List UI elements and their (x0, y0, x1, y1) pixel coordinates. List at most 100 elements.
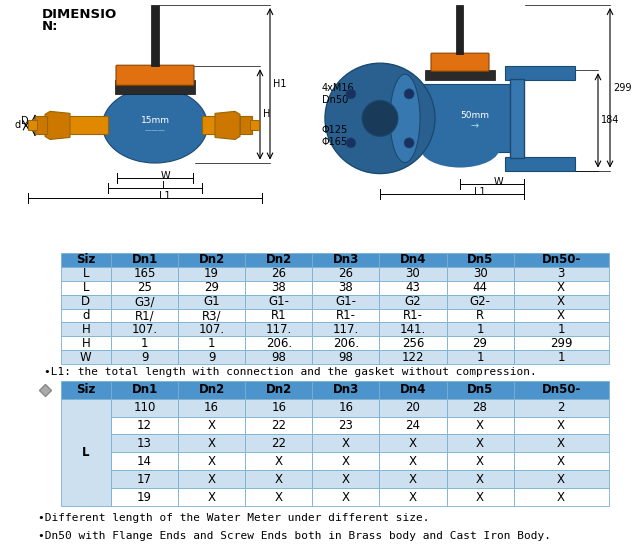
Bar (380, 350, 447, 364)
Text: 50mm: 50mm (461, 111, 489, 120)
Text: 17: 17 (137, 473, 152, 485)
Bar (380, 281, 447, 295)
Text: Dn3: Dn3 (333, 383, 359, 396)
Text: X: X (342, 437, 350, 450)
Text: 23: 23 (339, 419, 353, 432)
Bar (312, 434, 380, 453)
Bar (380, 488, 447, 506)
Bar (447, 336, 514, 350)
Text: H: H (263, 110, 270, 120)
Bar (447, 281, 514, 295)
Text: 299: 299 (613, 83, 631, 93)
Text: X: X (409, 437, 417, 450)
Bar (178, 322, 245, 336)
Text: Φ165: Φ165 (322, 137, 348, 147)
Text: X: X (275, 455, 283, 468)
Bar (111, 350, 178, 364)
Text: ———: ——— (144, 127, 166, 133)
Text: 1: 1 (141, 337, 148, 350)
Ellipse shape (102, 88, 208, 163)
Text: Dn50-: Dn50- (541, 254, 581, 266)
Text: W: W (493, 177, 504, 187)
Bar (312, 399, 380, 416)
Text: 12: 12 (137, 419, 152, 432)
Text: G3/: G3/ (134, 295, 155, 308)
Text: X: X (208, 490, 216, 504)
Bar (380, 416, 447, 434)
Text: 117.: 117. (266, 323, 292, 336)
Text: 28: 28 (473, 401, 488, 414)
Bar (380, 309, 447, 322)
Text: 16: 16 (339, 401, 353, 414)
Bar (312, 281, 380, 295)
Text: 299: 299 (550, 337, 573, 350)
Text: 1: 1 (476, 351, 484, 364)
Text: G1-: G1- (335, 295, 357, 308)
Text: •L1: the total length with connection and the gasket without compression.: •L1: the total length with connection an… (44, 367, 537, 377)
Text: X: X (557, 309, 565, 322)
Bar (447, 253, 514, 267)
Bar (178, 336, 245, 350)
Bar (61, 309, 111, 322)
Bar (61, 281, 111, 295)
Bar (447, 399, 514, 416)
Bar (312, 350, 380, 364)
Bar (240, 116, 252, 135)
Bar (111, 453, 178, 470)
Text: L1: L1 (474, 187, 486, 197)
Text: W: W (80, 351, 91, 364)
Text: D: D (81, 295, 91, 308)
Text: 1: 1 (557, 323, 565, 336)
Text: L: L (82, 267, 89, 280)
Text: X: X (476, 473, 484, 485)
Text: 38: 38 (339, 281, 353, 294)
Text: 20: 20 (406, 401, 420, 414)
Text: 256: 256 (402, 337, 424, 350)
Bar (456, 5, 463, 54)
Bar (514, 434, 608, 453)
Text: d: d (82, 309, 89, 322)
Text: W: W (160, 171, 170, 181)
Bar (380, 322, 447, 336)
Bar (380, 295, 447, 309)
Bar (514, 416, 608, 434)
Bar (514, 470, 608, 488)
Bar (514, 281, 608, 295)
Text: 206.: 206. (333, 337, 359, 350)
Text: X: X (476, 490, 484, 504)
Bar (61, 295, 111, 309)
Bar (447, 453, 514, 470)
Bar (380, 470, 447, 488)
Bar (312, 470, 380, 488)
Text: R1-: R1- (403, 309, 423, 322)
Text: 9: 9 (208, 351, 215, 364)
Text: 165: 165 (134, 267, 156, 280)
Bar (245, 253, 312, 267)
Ellipse shape (420, 127, 500, 167)
Text: 1: 1 (208, 337, 215, 350)
Text: L: L (82, 281, 89, 294)
Bar (178, 267, 245, 281)
Bar (514, 350, 608, 364)
Text: 22: 22 (272, 419, 286, 432)
Bar (111, 295, 178, 309)
Bar (312, 295, 380, 309)
Text: 122: 122 (402, 351, 424, 364)
Text: Dn4: Dn4 (400, 383, 426, 396)
Bar (68, 116, 108, 135)
Text: 22: 22 (272, 437, 286, 450)
Bar (505, 156, 575, 171)
Bar (447, 434, 514, 453)
Text: X: X (476, 419, 484, 432)
Text: 2: 2 (557, 401, 565, 414)
Bar (111, 281, 178, 295)
Bar (380, 434, 447, 453)
Text: 30: 30 (473, 267, 488, 280)
Bar (178, 416, 245, 434)
Text: d: d (15, 121, 21, 131)
Bar (505, 66, 575, 80)
Bar (312, 322, 380, 336)
Bar (111, 336, 178, 350)
Bar (245, 336, 312, 350)
Bar (447, 416, 514, 434)
